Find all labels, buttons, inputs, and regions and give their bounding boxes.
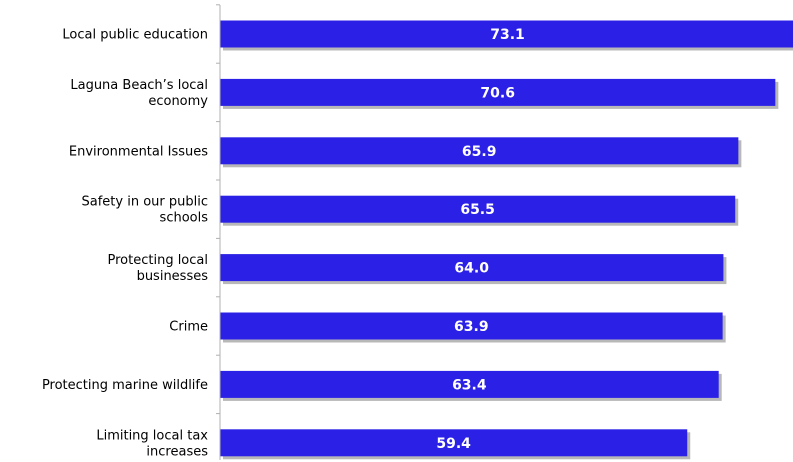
value-label: 64.0 — [454, 261, 489, 277]
bar — [220, 429, 688, 457]
category-label: Protecting local — [108, 253, 209, 268]
category-label: Safety in our public — [82, 195, 208, 210]
category-label: Environmental Issues — [69, 144, 208, 159]
bar — [220, 78, 776, 106]
value-label: 65.5 — [460, 202, 495, 218]
category-label: increases — [146, 444, 208, 459]
category-label: schools — [160, 211, 209, 226]
category-label: businesses — [137, 269, 209, 284]
value-label: 59.4 — [436, 436, 471, 452]
bar — [220, 20, 793, 48]
y-axis-ticks — [216, 4, 220, 415]
bars — [220, 20, 793, 457]
category-label: Limiting local tax — [96, 428, 208, 443]
value-labels: 73.1 70.6 65.9 65.5 64.0 63.9 63.4 59.4 — [436, 27, 524, 452]
bar — [220, 137, 739, 165]
category-label: Protecting marine wildlife — [42, 378, 208, 393]
value-label: 65.9 — [462, 144, 497, 160]
value-label: 63.9 — [454, 319, 489, 335]
bar — [220, 195, 736, 223]
bar — [220, 312, 723, 340]
bar — [220, 254, 724, 282]
value-label: 63.4 — [452, 377, 487, 393]
value-label: 70.6 — [480, 85, 515, 101]
bar — [220, 370, 719, 398]
category-labels: Local public education Laguna Beach’s loc… — [42, 28, 208, 460]
category-label: Local public education — [62, 28, 208, 43]
category-label: Laguna Beach’s local — [70, 78, 208, 93]
category-label: economy — [148, 94, 208, 109]
value-label: 73.1 — [490, 27, 525, 43]
category-label: Crime — [169, 320, 208, 335]
